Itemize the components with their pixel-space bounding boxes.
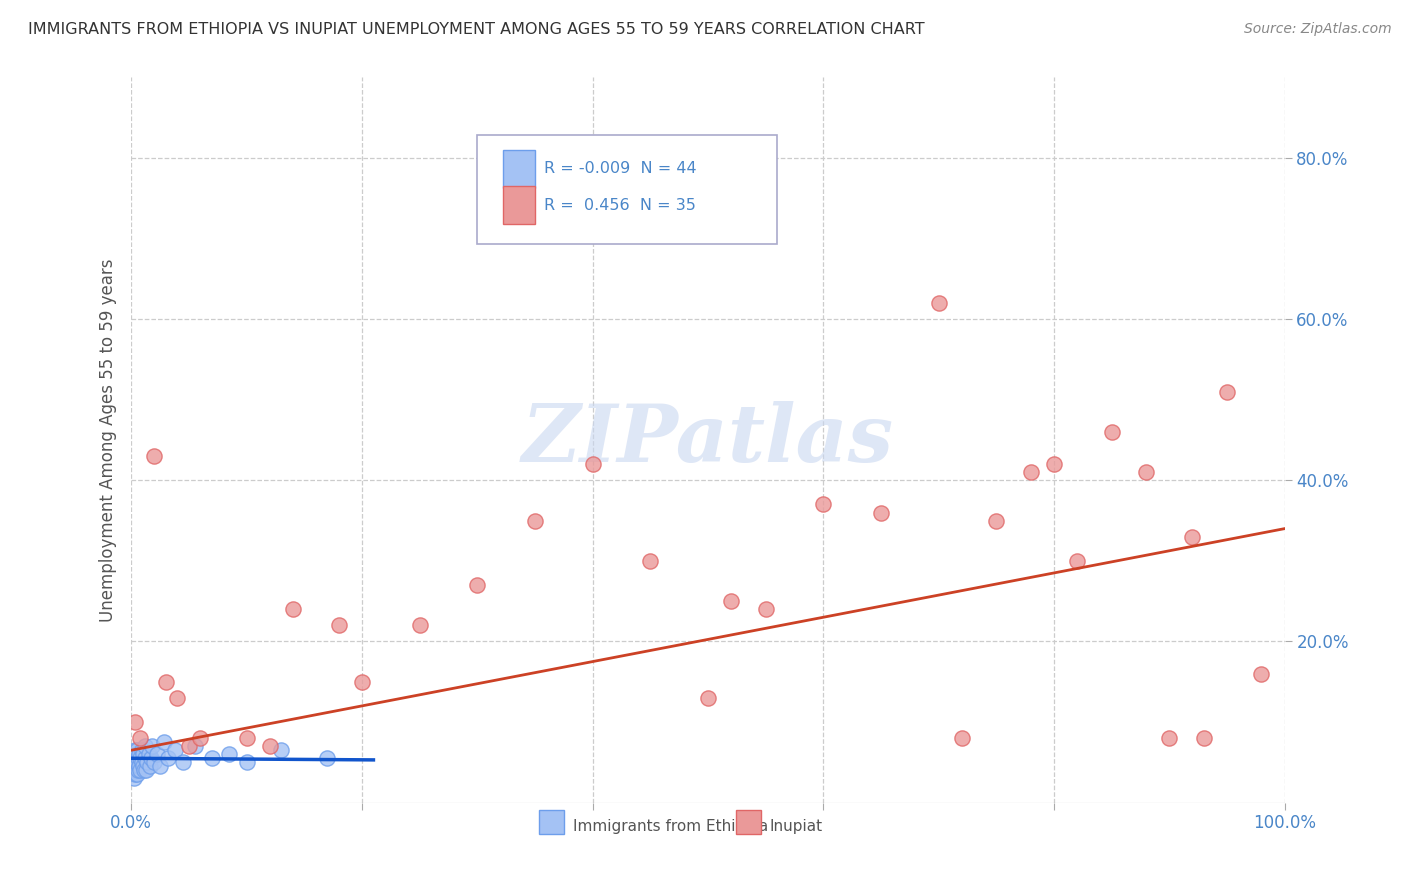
Point [281,602,304,616]
Point [149,759,172,773]
Point [408,618,430,632]
Text: IMMIGRANTS FROM ETHIOPIA VS INUPIAT UNEMPLOYMENT AMONG AGES 55 TO 59 YEARS CORRE: IMMIGRANTS FROM ETHIOPIA VS INUPIAT UNEM… [28,22,925,37]
Point [143,449,166,463]
Point [638,554,661,568]
Point [135,764,157,778]
Point [125,756,148,770]
Point [131,743,153,757]
Point [143,756,166,770]
Point [1159,731,1181,746]
Point [523,514,546,528]
Point [131,756,153,770]
Point [928,296,950,310]
Point [1216,384,1239,399]
Point [166,690,188,705]
Point [152,735,174,749]
Point [122,772,145,786]
Point [124,743,146,757]
Point [235,731,257,746]
Point [218,747,240,762]
Text: R = -0.009  N = 44: R = -0.009 N = 44 [544,161,697,177]
Point [1250,666,1272,681]
Point [950,731,973,746]
Point [125,756,148,770]
Point [1181,530,1204,544]
Point [128,747,150,762]
Point [1043,457,1066,471]
Point [1192,731,1215,746]
Point [720,594,742,608]
Point [134,739,156,754]
Point [122,751,145,765]
Point [1066,554,1088,568]
Point [350,674,373,689]
Point [811,498,834,512]
Point [129,764,152,778]
Point [581,457,603,471]
Point [125,767,148,781]
Point [129,751,152,765]
Point [125,747,148,762]
Point [157,751,180,765]
Point [259,739,281,754]
Point [139,751,162,765]
Text: R =  0.456  N = 35: R = 0.456 N = 35 [544,197,696,212]
Point [270,743,292,757]
Text: Inupiat: Inupiat [769,819,823,834]
Point [141,739,163,754]
Point [129,731,152,746]
Point [127,751,149,765]
Point [132,764,155,778]
Point [1135,465,1157,479]
Point [754,602,776,616]
Point [190,731,212,746]
Point [696,690,718,705]
Point [128,759,150,773]
Text: Source: ZipAtlas.com: Source: ZipAtlas.com [1244,22,1392,37]
Point [125,764,148,778]
Point [316,751,339,765]
Bar [502,186,534,224]
Point [870,506,893,520]
Y-axis label: Unemployment Among Ages 55 to 59 years: Unemployment Among Ages 55 to 59 years [100,259,117,622]
Point [172,756,194,770]
Point [145,747,167,762]
FancyBboxPatch shape [477,136,778,244]
Point [121,764,143,778]
Point [201,751,224,765]
Point [136,756,159,770]
Point [986,514,1008,528]
Point [235,756,257,770]
Point [138,759,160,773]
Point [125,743,148,757]
Point [1019,465,1042,479]
Point [465,578,488,592]
Text: ZIPatlas: ZIPatlas [522,401,894,479]
Point [328,618,350,632]
Point [132,747,155,762]
Point [132,759,155,773]
Point [124,767,146,781]
Point [183,739,205,754]
Point [124,714,146,729]
Point [165,743,187,757]
Point [124,759,146,773]
Point [138,747,160,762]
Point [155,674,177,689]
Point [127,764,149,778]
Point [1101,425,1123,439]
Text: Immigrants from Ethiopia: Immigrants from Ethiopia [572,819,768,834]
Bar [502,150,534,187]
Point [177,739,200,754]
Point [134,751,156,765]
